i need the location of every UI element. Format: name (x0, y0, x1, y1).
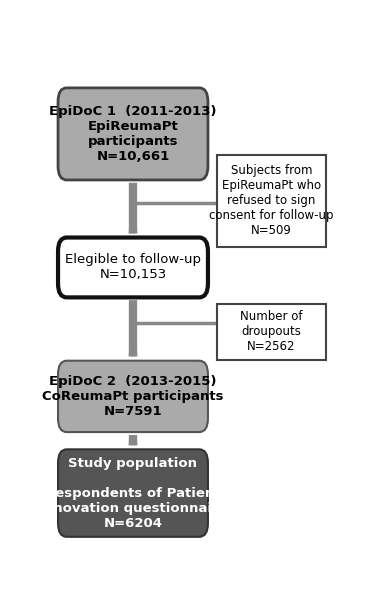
Text: Elegible to follow-up
N=10,153: Elegible to follow-up N=10,153 (65, 254, 201, 282)
Text: EpiDoC 2  (2013-2015)
CoReumaPt participants
N=7591: EpiDoC 2 (2013-2015) CoReumaPt participa… (42, 375, 224, 418)
FancyBboxPatch shape (217, 304, 326, 359)
Text: Study population

Respondents of Patient
Innovation questionnaire
N=6204: Study population Respondents of Patient … (39, 457, 227, 530)
Text: Number of
droupouts
N=2562: Number of droupouts N=2562 (240, 310, 303, 353)
FancyBboxPatch shape (58, 361, 208, 432)
FancyBboxPatch shape (58, 449, 208, 537)
FancyBboxPatch shape (58, 88, 208, 180)
Text: EpiDoC 1  (2011-2013)
EpiReumaPt
participants
N=10,661: EpiDoC 1 (2011-2013) EpiReumaPt particip… (49, 105, 217, 163)
FancyBboxPatch shape (217, 155, 326, 247)
Text: Subjects from
EpiReumaPt who
refused to sign
consent for follow-up
N=509: Subjects from EpiReumaPt who refused to … (209, 164, 334, 237)
FancyBboxPatch shape (58, 237, 208, 297)
